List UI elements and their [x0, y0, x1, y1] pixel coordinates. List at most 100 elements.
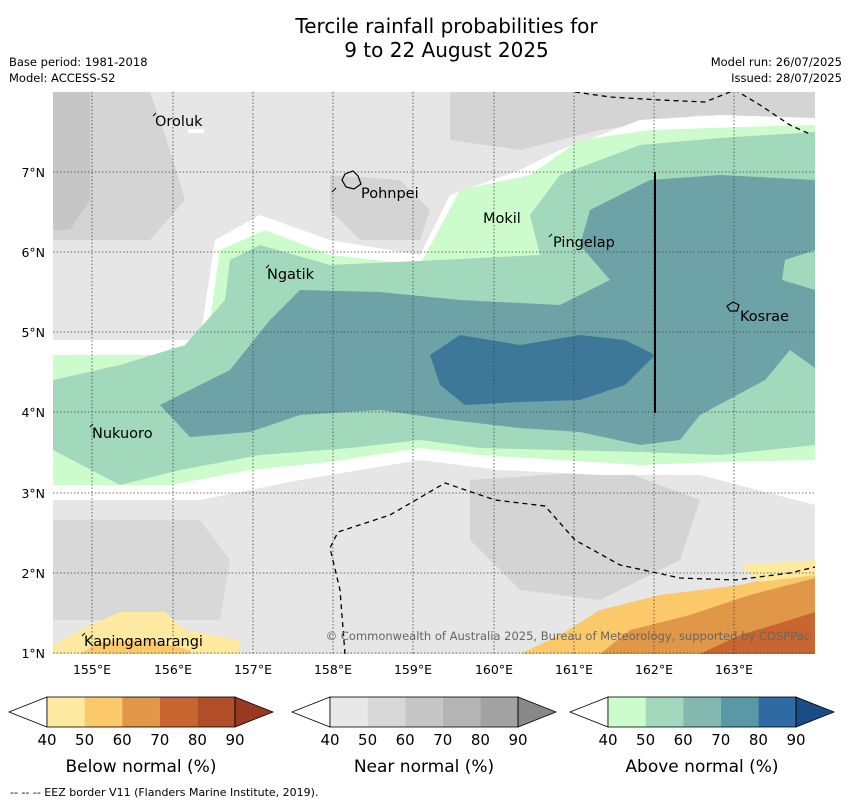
colorbar-tick-label: 90 [508, 731, 527, 749]
lon-tick-label: 163°E [715, 662, 753, 677]
base-period: Base period: 1981-2018 [9, 55, 148, 69]
near-normal-60-patch [53, 92, 90, 230]
below-normal-40-patch [740, 560, 815, 582]
lat-tick-label: 7°N [21, 165, 45, 180]
copyright-text: © Commonwealth of Australia 2025, Bureau… [326, 629, 810, 643]
place-label: Pingelap [553, 235, 615, 251]
place-label: Kapingamarangi [84, 634, 203, 650]
model-run: Model run: 26/07/2025 [710, 55, 842, 69]
colorbar-swatch [122, 697, 160, 727]
legend-group: 40 50 60 70 80 90 Below normal (%) 40 50 60 70 80 90… [7, 696, 836, 777]
colorbar-tick-label: 60 [396, 731, 415, 749]
colorbar-tick-label: 60 [113, 731, 132, 749]
colorbar-tick-label: 40 [37, 731, 56, 749]
lon-tick-label: 155°E [73, 662, 111, 677]
colorbar-tick-label: 80 [188, 731, 207, 749]
probability-field: Oroluk Pohnpei Mokil Pingelap Ngatik Kos… [53, 92, 815, 654]
colorbar-swatch [683, 697, 721, 727]
eez-note: -- -- -- EEZ border V11 (Flanders Marine… [10, 786, 319, 799]
colorbar-swatch [405, 697, 443, 727]
lon-tick-label: 162°E [635, 662, 673, 677]
near-normal-50-patch [53, 520, 230, 620]
colorbar-swatch [720, 697, 759, 727]
kosrae-island-icon [726, 301, 740, 312]
gridlines [53, 92, 815, 654]
colorbar-over-arrow [517, 696, 558, 728]
place-label: Kosrae [740, 309, 789, 325]
colorbar-tick-label: 90 [225, 731, 244, 749]
title-line-1: Tercile rainfall probabilities for [295, 14, 598, 38]
lon-tick-label: 156°E [154, 662, 192, 677]
colorbar-under-arrow [7, 696, 48, 728]
colorbar-tick-label: 90 [786, 731, 805, 749]
colorbar-outline [329, 696, 519, 728]
lon-tick-label: 157°E [234, 662, 272, 677]
atoll-mark-icon [89, 423, 94, 428]
lat-tick-label: 5°N [21, 325, 45, 340]
colorbar-tick-label: 50 [358, 731, 377, 749]
lat-tick-label: 4°N [21, 405, 45, 420]
lat-tick-label: 1°N [21, 646, 45, 661]
place-label: Pohnpei [361, 186, 419, 202]
colorbar-tick-label: 60 [674, 731, 693, 749]
colorbar-swatch [645, 697, 684, 727]
colorbar: 40 50 60 70 80 90 Below normal (%) [7, 696, 275, 777]
colorbar-tick-label: 80 [749, 731, 768, 749]
below-normal-50-patch [80, 640, 190, 654]
place-label: Mokil [483, 211, 521, 227]
colorbar: 40 50 60 70 80 90 Above normal (%) [568, 696, 836, 777]
below-normal-70-patch [700, 612, 815, 654]
colorbar-swatch [367, 697, 406, 727]
model-name: Model: ACCESS-S2 [9, 71, 116, 85]
title-line-2: 9 to 22 August 2025 [344, 38, 549, 62]
colorbar-swatch [159, 697, 198, 727]
near-normal-50-patch [450, 92, 815, 150]
colorbar-label: Near normal (%) [354, 757, 494, 777]
meta-left: Base period: 1981-2018 Model: ACCESS-S2 [9, 54, 148, 86]
above-normal-70-core [430, 335, 655, 405]
colorbar-swatch [758, 697, 796, 727]
place-label: Ngatik [267, 267, 315, 283]
islet-icon [331, 187, 337, 193]
pohnpei-island-icon [341, 170, 362, 190]
atoll-mark-icon [81, 632, 86, 637]
near-normal-50-patch [470, 470, 700, 600]
colorbar-under-arrow [568, 696, 609, 728]
place-label: Nukuoro [92, 426, 153, 442]
colorbar-tick-label: 70 [711, 731, 730, 749]
near-normal-50-patch [330, 175, 430, 240]
above-normal-60-band [160, 175, 815, 445]
colorbar-tick-label: 40 [598, 731, 617, 749]
atoll-mark-icon [265, 264, 270, 269]
meta-right: Model run: 26/07/2025 Issued: 28/07/2025 [711, 54, 842, 86]
lat-tick-label: 2°N [21, 566, 45, 581]
colorbar-tick-label: 50 [75, 731, 94, 749]
lon-tick-label: 161°E [555, 662, 593, 677]
map-title: Tercile rainfall probabilities for 9 to … [0, 14, 850, 62]
colorbar-under-arrow [290, 696, 331, 728]
atoll-mark-icon [548, 233, 553, 238]
colorbar-over-arrow [234, 696, 275, 728]
colorbar-tick-label: 80 [471, 731, 490, 749]
eez-border [329, 92, 815, 654]
lon-tick-label: 158°E [314, 662, 352, 677]
lat-tick-label: 3°N [21, 486, 45, 501]
colorbar-swatch [47, 697, 85, 727]
colorbar-tick-label: 50 [636, 731, 655, 749]
colorbar-swatch [330, 697, 368, 727]
colorbar: 40 50 60 70 80 90 Near normal (%) [290, 696, 558, 777]
colorbar-outline [607, 696, 797, 728]
colorbar-label: Below normal (%) [66, 757, 217, 777]
place-label: Oroluk [155, 114, 203, 130]
lon-tick-label: 159°E [394, 662, 432, 677]
lat-tick-label: 6°N [21, 245, 45, 260]
colorbar-label: Above normal (%) [625, 757, 778, 777]
colorbar-tick-label: 40 [320, 731, 339, 749]
colorbar-outline [46, 696, 236, 728]
colorbar-tick-label: 70 [150, 731, 169, 749]
colorbar-tick-label: 70 [433, 731, 452, 749]
colorbar-swatch [608, 697, 646, 727]
atoll-mark-icon [152, 112, 157, 117]
colorbar-swatch [480, 697, 518, 727]
